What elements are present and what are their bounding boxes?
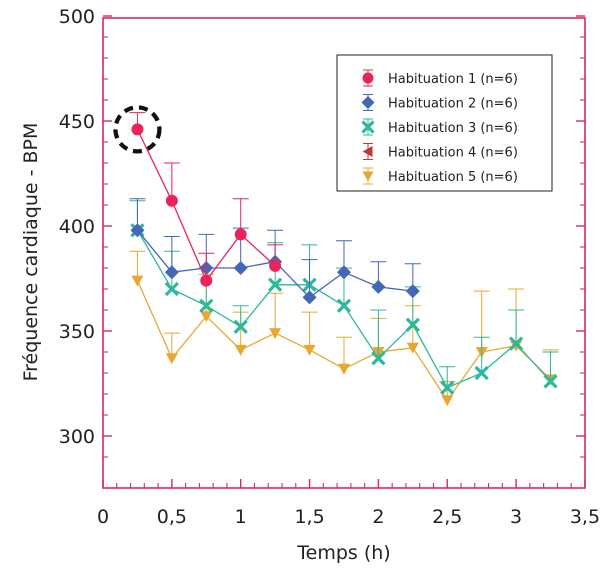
- data-point-stroke: [440, 380, 455, 395]
- data-point: [269, 259, 282, 272]
- x-tick-label: 1: [235, 506, 247, 528]
- data-point: [234, 344, 247, 356]
- data-point: [508, 336, 524, 351]
- legend-label: Habituation 2 (n=6): [388, 97, 518, 112]
- x-tick-label: 2: [372, 506, 384, 528]
- legend: Habituation 1 (n=6) Habituation 2 (n=6) Ha…: [336, 54, 553, 192]
- data-point-stroke: [199, 298, 214, 313]
- legend-entry: Habituation 2 (n=6): [361, 94, 518, 112]
- data-point: [269, 328, 282, 340]
- highlight-circle: [113, 105, 162, 154]
- data-point-stroke: [164, 281, 179, 297]
- legend-marker: [362, 72, 374, 84]
- data-point: [440, 380, 455, 395]
- data-point-stroke: [474, 365, 489, 381]
- data-point: [131, 123, 144, 136]
- legend-entry: Habituation 1 (n=6): [362, 69, 518, 87]
- data-point: [543, 374, 558, 389]
- data-point: [406, 342, 419, 354]
- legend-marker: [362, 146, 373, 157]
- legend-entry: Habituation 4 (n=6): [362, 143, 518, 161]
- x-tick-label: 3,5: [570, 506, 600, 528]
- x-tick-label: 2,5: [432, 506, 462, 528]
- legend-label: Habituation 1 (n=6): [388, 72, 518, 87]
- data-point: [371, 351, 386, 366]
- data-point: [200, 274, 213, 287]
- data-point: [164, 265, 179, 280]
- data-point: [337, 363, 350, 375]
- data-point: [474, 365, 489, 381]
- data-point: [336, 298, 352, 313]
- data-point: [233, 261, 248, 275]
- data-point: [234, 228, 247, 241]
- y-axis-title: Fréquence cardiaque - BPM: [20, 123, 42, 382]
- data-point: [371, 279, 386, 294]
- y-tick-label: 400: [59, 216, 95, 238]
- legend-entry: Habituation 3 (n=6): [361, 118, 518, 136]
- data-point-stroke: [267, 277, 283, 292]
- data-point-stroke: [233, 319, 248, 334]
- data-point-stroke: [405, 317, 420, 332]
- x-tick-label: 3: [510, 506, 522, 528]
- data-point: [267, 277, 283, 292]
- x-tick-label: 0: [97, 506, 109, 528]
- data-point: [165, 353, 178, 365]
- y-tick-label: 350: [59, 321, 95, 343]
- series-habituation-3-n-6-: [129, 200, 559, 395]
- legend-label: Habituation 4 (n=6): [388, 146, 518, 161]
- legend-marker: [361, 120, 375, 134]
- data-point: [200, 311, 213, 323]
- y-tick-label: 300: [59, 426, 95, 448]
- data-point: [441, 395, 454, 407]
- x-axis-title: Temps (h): [296, 542, 390, 564]
- data-point: [130, 223, 145, 238]
- legend-marker: [361, 96, 375, 109]
- data-point: [302, 290, 317, 305]
- y-tick-label: 450: [59, 111, 95, 133]
- legend-entry: Habituation 5 (n=6): [362, 167, 518, 185]
- legend-label: Habituation 3 (n=6): [388, 121, 518, 136]
- plot-frame: [102, 17, 586, 489]
- legend-marker-stroke: [361, 120, 375, 134]
- data-point-stroke: [371, 351, 386, 366]
- data-point: [336, 265, 351, 280]
- data-point: [199, 298, 214, 313]
- x-tick-label: 0,5: [157, 506, 187, 528]
- data-point: [165, 194, 178, 207]
- data-point: [164, 281, 179, 297]
- data-point-stroke: [543, 374, 558, 389]
- data-point: [405, 317, 420, 332]
- series-habituation-1-n-6-: [129, 112, 284, 287]
- x-tick-label: 1,5: [294, 506, 324, 528]
- data-point-stroke: [336, 298, 352, 313]
- data-point-stroke: [508, 336, 524, 351]
- data-point: [405, 284, 420, 299]
- data-point: [131, 275, 144, 287]
- data-point: [233, 319, 248, 334]
- y-tick-label: 500: [59, 6, 95, 28]
- data-point: [510, 340, 523, 352]
- series-habituation-2-n-6-: [129, 198, 421, 305]
- legend-label: Habituation 5 (n=6): [388, 170, 518, 185]
- data-point: [303, 344, 316, 356]
- legend-marker: [362, 171, 374, 182]
